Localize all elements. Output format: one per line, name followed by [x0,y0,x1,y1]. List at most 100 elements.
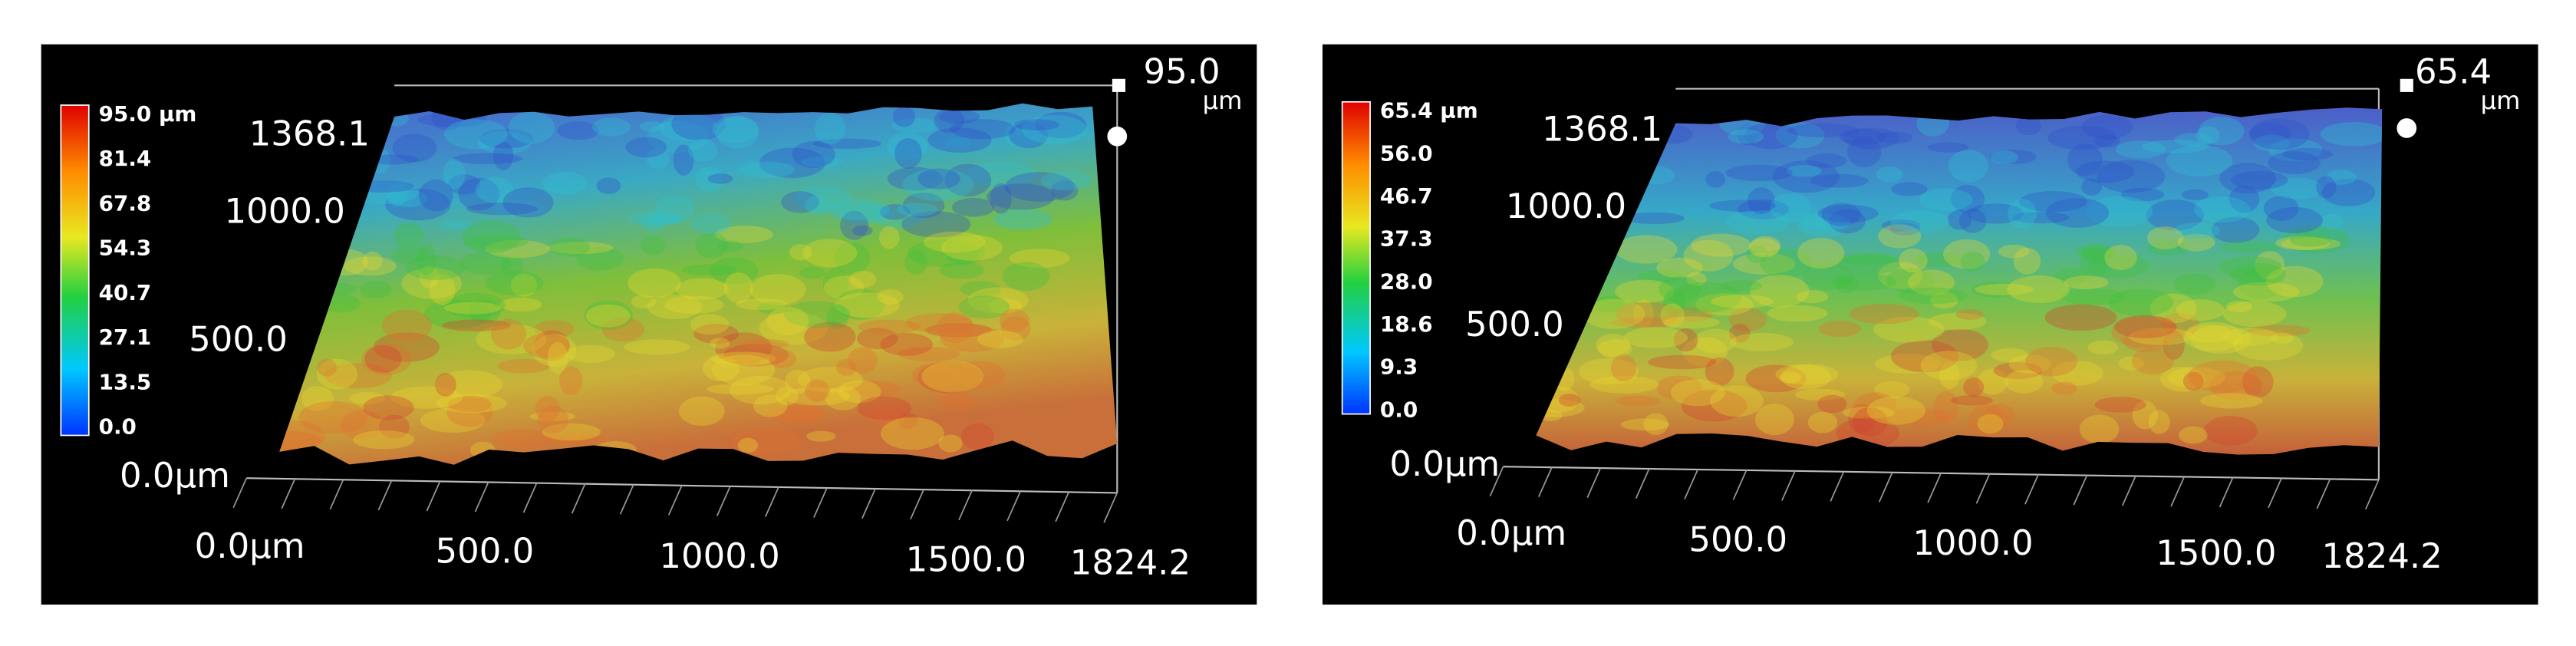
surface-patch [2230,170,2288,190]
surface-patch [912,362,960,389]
surface-patch [804,321,856,352]
surface-patch [1835,276,1860,293]
surface-patch [2271,177,2324,199]
x-axis-label: 1500.0 [2156,532,2276,573]
surface-patch [1615,235,1678,264]
surface-patch [729,375,792,405]
surface-patch [462,220,521,254]
floor-grid [1732,470,1748,500]
surface-patch [1750,275,1810,308]
surface-patch [938,110,980,124]
surface-patch [2060,288,2126,305]
surface-patch [648,215,679,226]
surface-patch [1839,253,1899,265]
surface-patch [2111,316,2180,348]
surface-patch [749,274,806,306]
surface-patch [435,373,456,397]
surface-patch [535,395,560,421]
surface-patch [836,359,857,376]
surface-patch [490,318,526,350]
y-axis-label: 1368.1 [1542,108,1662,149]
surface-patch [2268,151,2321,175]
surface-patch [806,430,836,442]
surface-patch [1890,340,1959,373]
surface-patch [1933,391,1958,424]
surface-patch [1806,153,1847,169]
surface-patch [1821,203,1861,226]
surface-patch [445,292,506,319]
surface-patch [1002,262,1050,292]
surface-patch [2161,312,2199,338]
floor-grid [958,489,973,521]
surface-patch [2181,189,2209,200]
surface-patch [990,183,1012,214]
surface-patch [1662,288,1686,317]
surface-patch [2064,275,2109,290]
floor-grid [1103,493,1118,523]
surface-patch [373,332,440,362]
floor-grid [1635,468,1650,499]
surface-patch [757,302,789,315]
surface-patch [385,188,451,221]
surface-patch [2179,426,2208,444]
surface-patch [824,275,865,300]
surface-patch [1853,407,1888,437]
surface-patch [1754,404,1794,436]
surface-patch [2080,248,2108,278]
surface-patch [279,420,325,452]
surface-patch [1830,273,1897,291]
surface-patch [628,268,681,298]
colorbar-label: 56.0 [1380,140,1433,166]
surface-patch [693,323,740,344]
surface-patch [710,338,730,349]
surface-patch [1963,377,1985,397]
surface-patch [542,423,601,441]
surface-patch [2007,275,2070,304]
surface-patch [917,361,983,394]
colorbar-label: 13.5 [99,369,152,394]
surface-patch [1598,339,1632,358]
surface-patch [891,117,940,133]
surface-patch [951,197,995,217]
surface-patch [887,166,944,191]
surface-patch [1839,128,1886,146]
surface-patch [2194,196,2251,223]
surface-patch [2176,299,2225,321]
surface-patch [475,176,514,203]
surface-patch [792,140,835,169]
surface-patch [730,427,801,455]
surface-patch [463,234,529,249]
surface-patch [476,324,547,354]
surface-patch [547,241,614,255]
surface-patch [2008,354,2051,374]
surface-patch [794,185,852,213]
floor-grid [1830,471,1845,502]
surface-patch [944,235,985,265]
surface-patch [2025,346,2078,377]
surface-patch [500,255,523,279]
surface-patch [1009,122,1048,149]
surface-patch [557,121,599,140]
surface-patch [2160,367,2205,392]
surface-patch [1780,364,1831,390]
surface-patch [723,272,753,304]
surface-patch [1842,406,1896,420]
surface-patch [2141,140,2209,153]
surface-patch [858,319,921,335]
surface-patch [716,240,743,252]
surface-patch [1616,302,1679,327]
surface-patch [766,306,809,335]
surface-patch [943,137,972,149]
floor-grid [474,482,489,513]
surface-patch [1993,361,2043,380]
surface-patch [2281,226,2350,254]
y-axis-label: 500.0 [1465,304,1564,344]
surface [279,103,1118,465]
surface-patch [934,108,965,133]
surface-patch [591,117,631,137]
surface-patch [675,278,730,300]
surface-patch [1943,239,1991,269]
surface-patch [1817,204,1879,222]
surface-patch [1750,236,1781,255]
